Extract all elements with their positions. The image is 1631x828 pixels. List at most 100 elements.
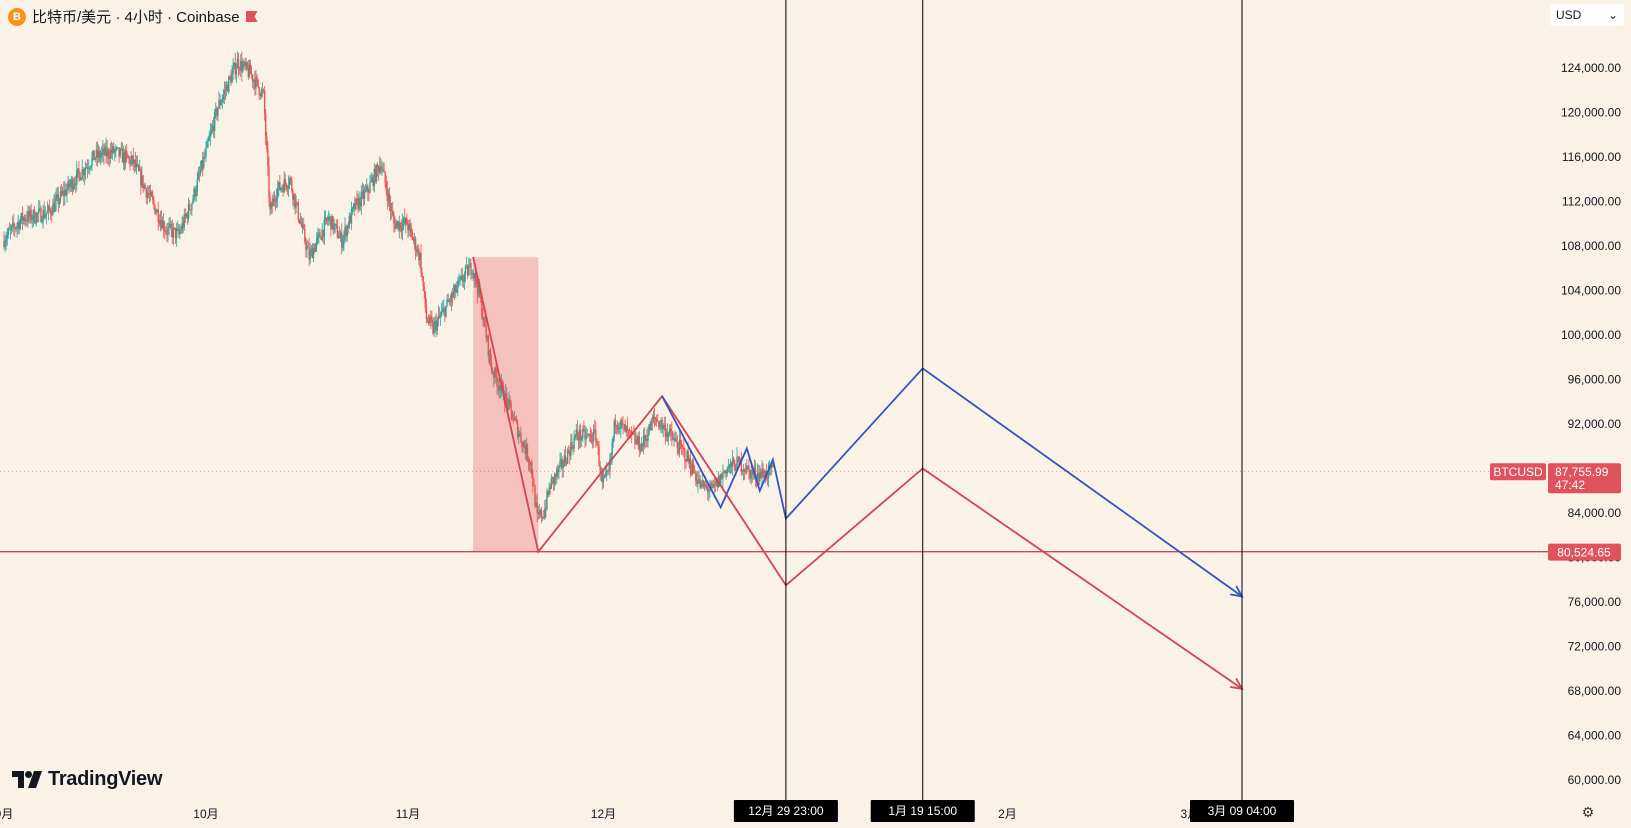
- candle-body: [144, 184, 146, 189]
- candle-body: [319, 232, 321, 238]
- candle-body: [737, 456, 739, 458]
- candle-body: [578, 429, 581, 441]
- time-marker-label: 1月 19 15:00: [888, 804, 957, 818]
- candle-body: [709, 489, 711, 491]
- candle-body: [71, 179, 74, 190]
- candle-body: [231, 72, 233, 83]
- flag-icon[interactable]: [245, 11, 258, 22]
- candle-body: [652, 416, 655, 422]
- candle-body: [491, 371, 494, 374]
- candle-body: [374, 168, 377, 182]
- candle-body: [187, 204, 190, 219]
- candle-body: [257, 79, 259, 88]
- candle-body: [561, 459, 563, 468]
- candle-body: [634, 434, 636, 444]
- candle-body: [508, 399, 510, 410]
- candle-body: [135, 163, 138, 168]
- candle-body: [21, 213, 24, 221]
- candle-body: [633, 433, 635, 435]
- candle-body: [535, 502, 537, 507]
- candle-body: [193, 188, 195, 200]
- candle-body: [437, 315, 440, 321]
- candle-body: [217, 107, 219, 116]
- candle-body: [725, 470, 727, 474]
- candle-body: [763, 475, 765, 480]
- candle-body: [120, 148, 122, 150]
- candle-body: [335, 223, 338, 226]
- candle-body: [408, 223, 410, 231]
- candle-body: [493, 373, 495, 378]
- y-tick-label: 108,000.00: [1561, 239, 1621, 253]
- candle-body: [137, 165, 140, 171]
- candle-body: [162, 220, 165, 231]
- candle-body: [670, 428, 672, 432]
- candle-body: [756, 472, 759, 480]
- candle-body: [550, 478, 553, 489]
- candle-body: [287, 185, 290, 189]
- candle-body: [761, 469, 763, 478]
- candle-body: [17, 222, 19, 226]
- candle-body: [469, 263, 471, 267]
- candle-body: [242, 65, 244, 72]
- candle-body: [558, 465, 560, 473]
- candle-body: [686, 450, 688, 462]
- candle-body: [734, 462, 736, 471]
- candle-body: [131, 155, 133, 160]
- candle-body: [387, 194, 390, 201]
- candle-body: [150, 191, 153, 197]
- candle-body: [172, 227, 175, 238]
- candle-body: [79, 172, 81, 181]
- candle-body: [342, 241, 344, 248]
- candle-body: [215, 108, 217, 113]
- candle-body: [256, 76, 258, 80]
- last-price-value: 87,755.99: [1555, 465, 1609, 479]
- candle-body: [332, 216, 334, 231]
- candle-body: [751, 470, 753, 475]
- candle-body: [249, 64, 252, 74]
- candle-body: [127, 154, 129, 158]
- candle-body: [108, 157, 111, 159]
- candle-body: [160, 220, 163, 229]
- candle-body: [377, 167, 380, 173]
- candle-body: [637, 436, 639, 444]
- candle-body: [328, 216, 330, 221]
- candle-body: [573, 437, 575, 449]
- candle-body: [210, 129, 213, 133]
- candle-body: [411, 232, 414, 241]
- candle-body: [559, 461, 561, 466]
- symbol-title[interactable]: 比特币/美元 · 4小时 · Coinbase: [32, 9, 240, 26]
- candle-body: [475, 273, 478, 285]
- candle-body: [572, 447, 574, 449]
- candle-body: [4, 242, 6, 247]
- candle-body: [337, 237, 340, 239]
- candle-body: [679, 440, 682, 444]
- settings-icon[interactable]: ⚙: [1581, 803, 1595, 820]
- candle-body: [296, 202, 298, 203]
- candle-body: [40, 208, 42, 222]
- candle-body: [165, 231, 167, 233]
- candle-body: [472, 273, 474, 274]
- candle-body: [331, 216, 333, 230]
- currency-select[interactable]: USD ⌄: [1550, 4, 1624, 26]
- candle-body: [659, 425, 661, 428]
- candle-body: [74, 183, 77, 185]
- candle-body: [539, 510, 542, 515]
- candle-body: [414, 238, 417, 252]
- candle-body: [305, 241, 307, 250]
- candle-body: [370, 180, 372, 183]
- candle-body: [363, 191, 366, 199]
- candle-body: [248, 64, 251, 77]
- candle-body: [560, 459, 562, 462]
- candle-body: [178, 228, 180, 234]
- candle-body: [438, 315, 441, 317]
- candle-body: [705, 485, 708, 488]
- y-tick-label: 76,000.00: [1568, 595, 1622, 609]
- candle-body: [445, 305, 447, 317]
- candle-body: [311, 248, 314, 259]
- candle-body: [159, 220, 162, 224]
- y-tick-label: 96,000.00: [1568, 373, 1622, 387]
- candle-body: [105, 146, 107, 157]
- candle-body: [388, 194, 391, 203]
- candle-body: [18, 222, 20, 229]
